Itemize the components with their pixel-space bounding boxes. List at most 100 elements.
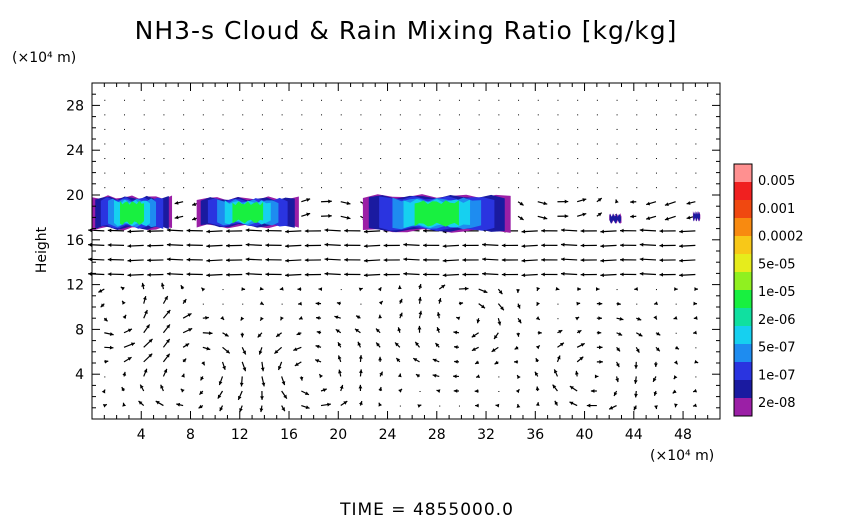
vector-arrowhead xyxy=(653,377,657,382)
vector-arrowhead xyxy=(679,273,683,278)
vector-arrowhead xyxy=(127,328,132,333)
vector-arrowhead xyxy=(454,345,458,350)
vector-dot xyxy=(655,172,657,174)
y-unit-label: (×10⁴ m) xyxy=(12,50,76,66)
vector-arrowhead xyxy=(226,272,230,277)
vector-arrowhead xyxy=(635,348,640,353)
vector-dot xyxy=(321,128,323,130)
vector-arrowhead xyxy=(674,345,679,350)
x-tick-label: 20 xyxy=(329,427,347,443)
vector-arrowhead xyxy=(122,300,126,305)
vector-dot xyxy=(261,158,263,160)
vector-dot xyxy=(577,187,579,189)
wind-vector-field xyxy=(88,99,699,413)
vector-dot xyxy=(399,172,401,174)
vector-arrowhead xyxy=(673,360,678,365)
vector-arrowhead xyxy=(516,304,521,309)
vector-arrowhead xyxy=(516,404,521,408)
vector-dot xyxy=(596,114,598,116)
vector-dot xyxy=(616,114,618,116)
vector-arrowhead xyxy=(692,403,697,408)
vector-arrowhead xyxy=(574,370,579,375)
vector-arrowhead xyxy=(694,359,699,364)
vector-arrowhead xyxy=(633,380,638,384)
vector-arrowhead xyxy=(324,242,329,247)
vector-dot xyxy=(380,158,382,160)
vector-arrowhead xyxy=(554,400,559,405)
vector-dot xyxy=(222,303,224,305)
vector-arrowhead xyxy=(180,388,185,393)
vector-arrowhead xyxy=(187,313,192,317)
vector-dot xyxy=(596,172,598,174)
vector-arrowhead xyxy=(104,359,109,364)
vector-dot xyxy=(360,158,362,160)
vector-arrowhead xyxy=(122,371,127,376)
vector-dot xyxy=(557,172,559,174)
vector-arrowhead xyxy=(358,287,363,292)
x-tick-label: 28 xyxy=(428,427,446,443)
vector-dot xyxy=(557,143,559,145)
vector-arrowhead xyxy=(580,229,585,233)
vector-arrowhead xyxy=(653,391,658,396)
vector-arrowhead xyxy=(316,316,320,320)
vector-dot xyxy=(616,143,618,145)
vector-dot xyxy=(222,172,224,174)
vector-arrowhead xyxy=(377,287,382,292)
vector-dot xyxy=(281,303,283,305)
vector-dot xyxy=(478,158,480,160)
vector-arrowhead xyxy=(659,258,664,263)
vector-arrowhead xyxy=(600,244,604,249)
x-tick-label: 40 xyxy=(576,427,594,443)
vector-arrowhead xyxy=(281,407,285,412)
vector-arrowhead xyxy=(192,216,197,221)
vector-arrowhead xyxy=(315,344,320,349)
vector-arrowhead xyxy=(519,216,524,220)
vector-arrowhead xyxy=(633,406,638,411)
vector-arrowhead xyxy=(437,298,442,302)
vector-dot xyxy=(419,99,421,101)
vector-dot xyxy=(163,128,165,130)
vector-arrowhead xyxy=(338,369,342,374)
vector-arrowhead xyxy=(176,402,181,407)
vector-arrowhead xyxy=(358,369,363,374)
vector-arrowhead xyxy=(494,360,499,365)
vector-dot xyxy=(301,143,303,145)
vector-dot xyxy=(380,143,382,145)
vector-dot xyxy=(458,114,460,116)
vector-dot xyxy=(340,99,342,101)
vector-dot xyxy=(202,128,204,130)
vector-arrowhead xyxy=(474,389,479,393)
vector-arrowhead xyxy=(535,402,540,406)
colorbar-label: 2e-06 xyxy=(758,313,796,328)
vector-arrowhead xyxy=(265,272,269,277)
vector-dot xyxy=(222,99,224,101)
vector-arrowhead xyxy=(615,363,620,368)
vector-arrowhead xyxy=(378,314,383,319)
vector-dot xyxy=(675,128,677,130)
vector-arrowhead xyxy=(378,402,383,407)
vector-arrowhead xyxy=(147,258,151,263)
vector-dot xyxy=(222,143,224,145)
vector-arrowhead xyxy=(679,229,683,234)
vector-arrowhead xyxy=(122,402,127,407)
vector-arrowhead xyxy=(459,301,464,306)
vector-dot xyxy=(399,187,401,189)
vector-dot xyxy=(281,128,283,130)
vector-arrowhead xyxy=(432,373,437,378)
vector-dot xyxy=(458,143,460,145)
vector-dot xyxy=(419,172,421,174)
vector-arrowhead xyxy=(166,228,171,233)
vector-arrowhead xyxy=(630,199,634,204)
vector-arrowhead xyxy=(535,345,540,350)
vector-arrowhead xyxy=(102,404,107,408)
vector-arrowhead xyxy=(403,242,407,247)
x-tick-label: 8 xyxy=(186,427,195,443)
vector-arrowhead xyxy=(620,243,624,248)
vector-arrowhead xyxy=(521,244,526,249)
vector-arrowhead xyxy=(599,359,603,364)
vector-arrowhead xyxy=(637,317,642,321)
y-tick-label: 4 xyxy=(75,367,84,383)
vector-arrowhead xyxy=(276,333,281,337)
colorbar-swatch xyxy=(734,380,752,398)
vector-arrowhead xyxy=(285,273,289,278)
